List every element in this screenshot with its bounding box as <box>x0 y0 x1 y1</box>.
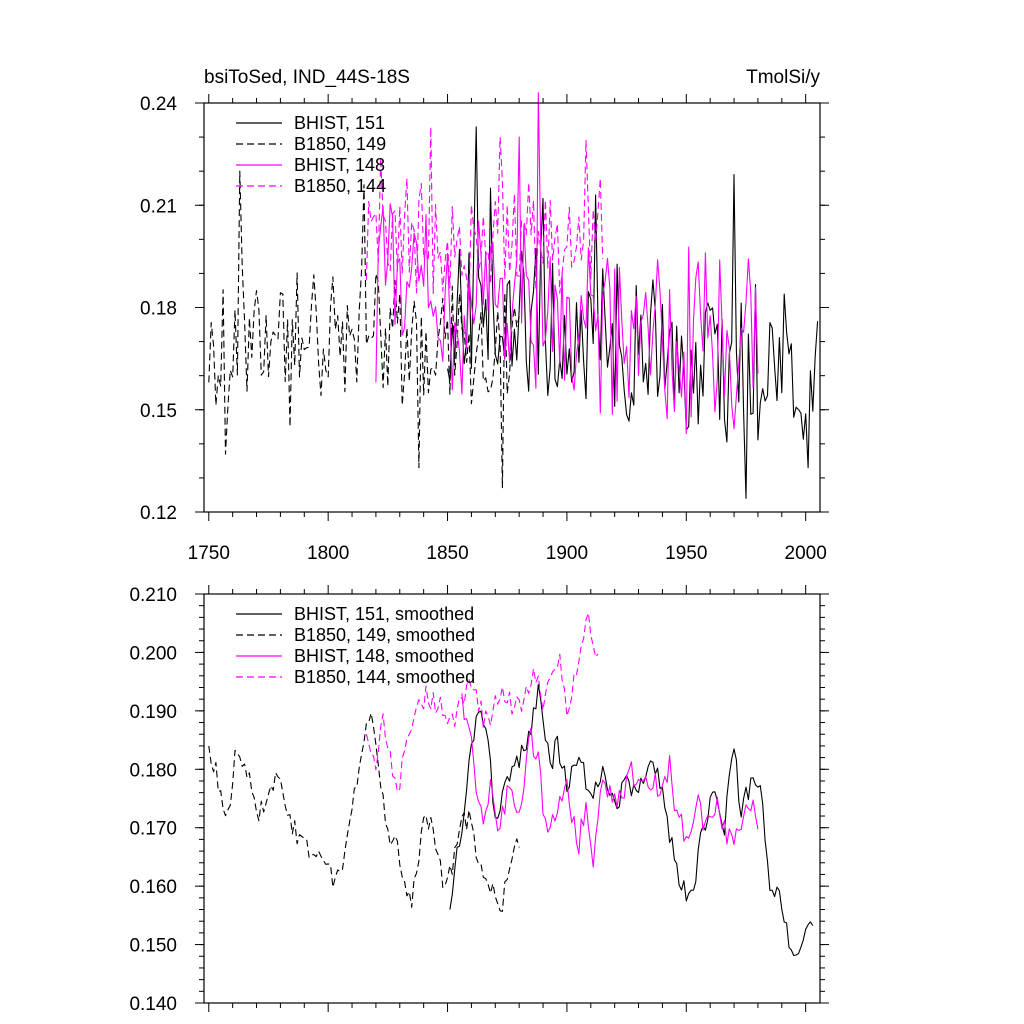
y-tick-label: 0.170 <box>129 819 177 840</box>
y-tick-label: 0.160 <box>129 877 177 898</box>
x-tick-label: 1850 <box>426 543 468 564</box>
x-tick-label: 1750 <box>188 543 230 564</box>
legend-label: BHIST, 151, smoothed <box>294 604 474 624</box>
series-line-1-2 <box>208 170 520 489</box>
y-tick-label: 0.24 <box>140 94 177 115</box>
legend-label: B1850, 144, smoothed <box>294 667 475 687</box>
y-tick-label: 0.15 <box>140 401 177 422</box>
y-tick-label: 0.180 <box>129 760 177 781</box>
chart-title: bsiToSed, IND_44S-18S <box>204 67 410 88</box>
y-tick-label: 0.210 <box>129 585 177 606</box>
series-line-1-3 <box>375 92 759 435</box>
y-tick-label: 0.150 <box>129 936 177 957</box>
chart-panel-1: 1750 1800 1850 1900 1950 2000 0.12 0.15 0.18 0.21… <box>140 92 829 564</box>
units-label: TmolSi/y <box>746 67 820 88</box>
chart-panel-2: 0.140 0.150 0.160 0.170 0.180 0.190 0.200 0.210… <box>129 585 829 1015</box>
legend-label: BHIST, 148, smoothed <box>294 646 474 666</box>
y-tick-label: 0.200 <box>129 643 177 664</box>
y-tick-label: 0.140 <box>129 994 177 1015</box>
x-tick-label: 1950 <box>665 543 707 564</box>
series-line-1-4 <box>365 126 604 300</box>
series-line-2-1 <box>449 683 814 957</box>
y-tick-label: 0.12 <box>140 503 177 524</box>
x-tick-label: 2000 <box>785 543 827 564</box>
x-tick-label: 1800 <box>307 543 349 564</box>
series-line-2-2 <box>208 712 520 912</box>
legend-label: B1850, 144 <box>294 176 386 196</box>
legend-label: BHIST, 151 <box>294 113 385 133</box>
y-tick-label: 0.18 <box>140 299 177 320</box>
x-tick-label: 1900 <box>546 543 588 564</box>
series-line-2-3 <box>461 693 759 868</box>
legend-label: B1850, 149 <box>294 134 386 154</box>
y-tick-label: 0.21 <box>140 196 177 217</box>
y-tick-label: 0.190 <box>129 702 177 723</box>
series-line-2-4 <box>365 612 599 793</box>
plot-frame <box>203 593 821 1004</box>
legend-label: B1850, 149, smoothed <box>294 625 475 645</box>
legend-label: BHIST, 148 <box>294 155 385 175</box>
